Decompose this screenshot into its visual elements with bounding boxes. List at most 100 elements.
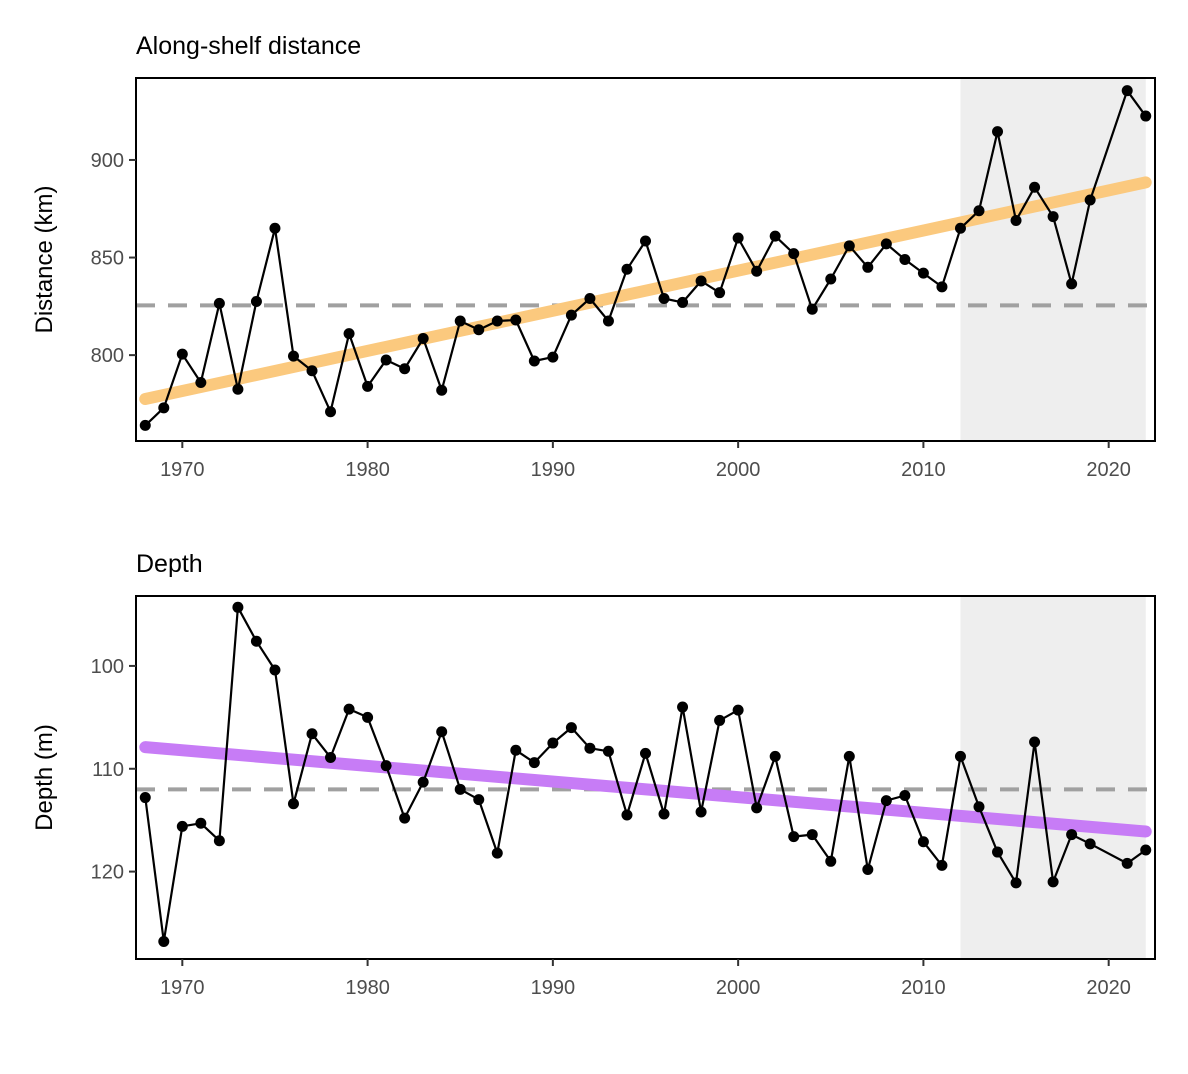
data-point [806,303,818,315]
data-point [788,248,800,260]
data-point [250,295,262,307]
data-point [899,254,911,265]
data-point [769,230,781,242]
data-point [714,287,726,299]
x-tick-label: 2020 [1086,459,1131,481]
y-tick-label: 900 [91,150,124,172]
data-point [176,348,188,360]
trend-line [139,176,1152,406]
data-point [677,701,689,713]
data-point [528,355,540,367]
data-point [232,601,244,613]
x-tick-label: 2000 [716,459,761,481]
x-tick-label: 1980 [345,459,390,481]
data-point [992,846,1004,858]
y-tick-label: 800 [91,345,124,367]
data-point [269,664,281,676]
data-point [658,293,670,305]
shaded-period [960,78,1146,441]
data-point [1140,110,1152,122]
chart-title: Depth [136,550,203,578]
data-point [232,383,244,395]
data-point [732,232,744,244]
data-point [788,831,800,843]
data-point [1010,214,1022,226]
data-point [621,263,633,275]
series-line [144,606,1147,943]
data-point [621,809,633,821]
data-point [139,419,151,431]
data-point [695,806,707,818]
data-point [195,817,207,829]
data-point [287,798,299,810]
data-point [1047,876,1059,888]
data-point [954,222,966,234]
data-point [325,406,337,418]
data-point [843,750,855,762]
data-point [862,864,874,876]
data-point [936,281,948,293]
x-tick-label: 2010 [901,459,946,481]
data-point [528,757,540,769]
data-point [954,750,966,762]
data-point [973,205,985,217]
x-tick-label: 1990 [531,459,576,481]
data-point [880,795,892,807]
data-point [751,802,763,814]
data-point [213,835,225,847]
data-point [287,350,299,362]
data-point [417,333,429,345]
data-point [491,847,503,859]
y-tick-label: 110 [92,759,124,781]
data-point [473,794,485,806]
data-point [1121,85,1133,97]
data-point [992,126,1004,138]
x-tick-label: 1970 [160,977,205,999]
data-point [547,737,559,749]
x-tick-label: 1970 [160,459,205,481]
data-point [825,855,837,867]
data-point [139,792,151,804]
shaded-period [960,596,1146,959]
data-point [843,240,855,252]
data-point [158,936,170,948]
data-point [1029,736,1041,748]
data-point [269,222,281,234]
data-point [602,315,614,327]
y-tick-label: 100 [91,656,124,678]
data-point [584,742,596,754]
data-point [565,722,577,734]
data-point [1140,844,1152,856]
trend-line [139,741,1152,838]
data-point [380,760,392,772]
data-point [473,324,485,336]
y-tick-label: 120 [91,862,124,884]
data-point [436,384,448,396]
data-point [732,704,744,716]
data-point [454,315,466,327]
data-point [399,812,411,824]
data-point [769,750,781,762]
data-point [751,265,763,277]
data-point [565,309,577,321]
data-point [213,297,225,309]
data-point [640,747,651,759]
x-tick-label: 2020 [1086,977,1131,999]
data-point [584,293,596,305]
y-axis-title: Distance (km) [31,185,58,333]
data-point [306,365,318,377]
data-point [1084,194,1096,206]
data-point [547,351,559,363]
data-point [380,354,392,366]
data-point [602,745,614,757]
data-point [825,273,837,285]
data-point [658,808,670,820]
data-point [917,267,929,279]
x-tick-label: 2000 [716,977,761,999]
data-point [436,726,448,738]
data-point [250,635,262,647]
depth-panel: 1970 1980 1990 2000 2010 2020 100 110 120 Depth De… [31,550,1156,999]
data-point [677,296,689,308]
panel-border [135,77,1156,442]
